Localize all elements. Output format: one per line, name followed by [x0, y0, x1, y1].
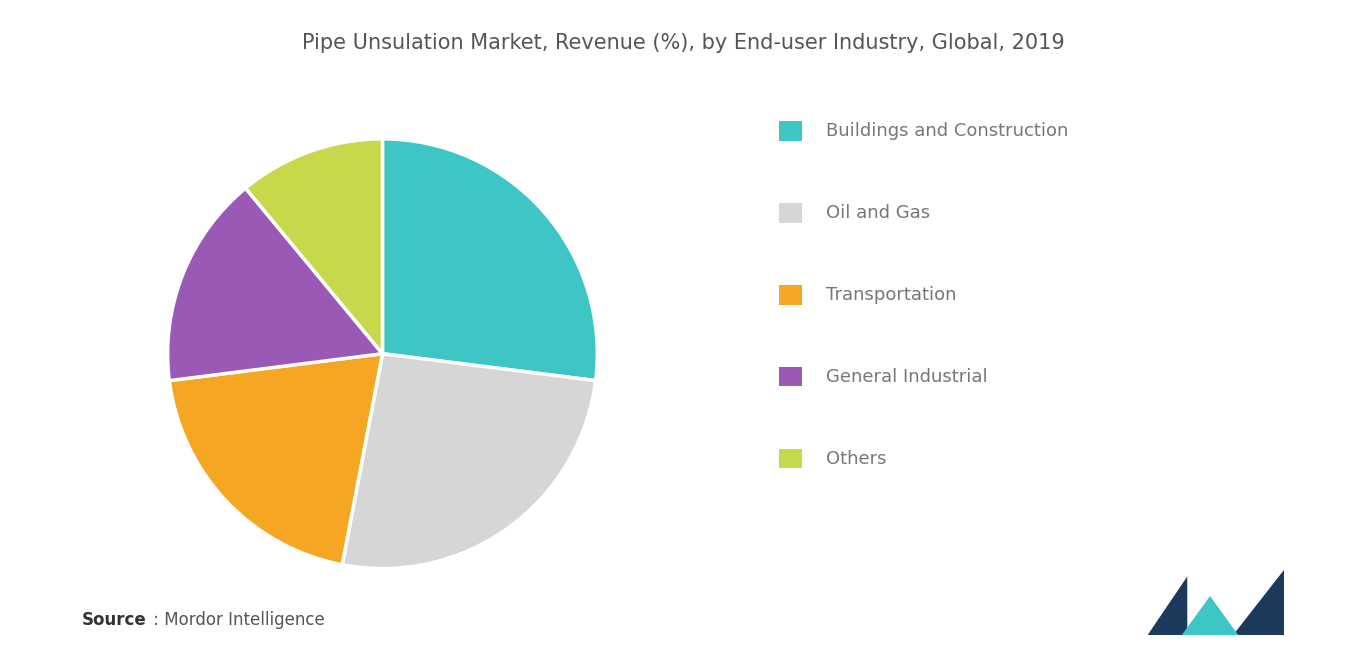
Wedge shape — [343, 354, 596, 569]
Text: General Industrial: General Industrial — [826, 367, 988, 386]
Text: Others: Others — [826, 449, 887, 468]
Text: Transportation: Transportation — [826, 286, 958, 304]
Text: Buildings and Construction: Buildings and Construction — [826, 122, 1068, 140]
Text: : Mordor Intelligence: : Mordor Intelligence — [148, 611, 324, 629]
Text: Oil and Gas: Oil and Gas — [826, 204, 930, 222]
Text: Pipe Unsulation Market, Revenue (%), by End-user Industry, Global, 2019: Pipe Unsulation Market, Revenue (%), by … — [302, 33, 1064, 53]
Text: Source: Source — [82, 611, 146, 629]
Wedge shape — [168, 188, 382, 381]
Polygon shape — [1182, 596, 1239, 635]
Wedge shape — [246, 139, 382, 354]
Wedge shape — [382, 139, 597, 381]
Polygon shape — [1147, 576, 1187, 635]
Wedge shape — [169, 354, 382, 565]
Polygon shape — [1233, 570, 1284, 635]
